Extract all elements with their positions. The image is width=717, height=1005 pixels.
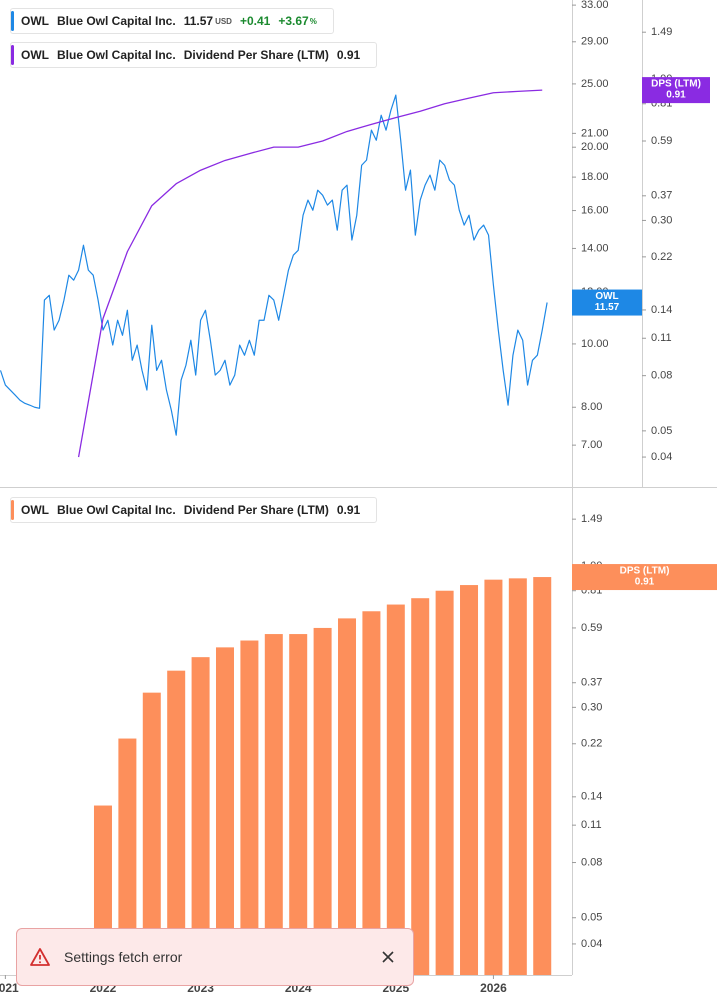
bar	[142, 692, 161, 975]
legend-company: Blue Owl Capital Inc.	[57, 14, 176, 28]
y-tick-label: 7.00	[581, 439, 602, 451]
legend-ticker: OWL	[21, 503, 49, 517]
y-tick-label: 0.37	[581, 677, 602, 689]
legend-swatch	[11, 11, 14, 31]
y-tick-label: 0.11	[651, 332, 672, 344]
y-tick-label: 0.08	[651, 370, 672, 382]
y-tick-label: 33.00	[581, 0, 609, 11]
y-tick-label: 1.49	[581, 513, 602, 525]
y-tick-label: 0.59	[581, 622, 602, 634]
legend-swatch	[11, 45, 14, 65]
bar	[289, 634, 308, 975]
value-badge	[572, 289, 642, 316]
y-tick-label: 0.30	[651, 214, 672, 226]
bar	[362, 611, 381, 975]
bottom-plot	[93, 577, 552, 975]
legend-company: Blue Owl Capital Inc.	[57, 503, 176, 517]
line	[77, 89, 543, 458]
legend-pct-sign: %	[309, 16, 317, 26]
bar	[118, 738, 137, 975]
badge-value: 0.91	[666, 90, 686, 101]
y-tick-label: 0.08	[581, 856, 602, 868]
legend-change: +0.41	[239, 14, 271, 28]
legend-series: Dividend Per Share (LTM)	[183, 48, 329, 62]
badge-value: 0.91	[635, 577, 655, 588]
warning-icon	[30, 948, 50, 966]
y-tick-label: 25.00	[581, 78, 609, 90]
y-tick-label: 0.59	[651, 135, 672, 147]
badge-label: OWL	[595, 291, 618, 302]
y-tick-label: 0.14	[651, 304, 672, 316]
y-tick-label: 0.11	[581, 819, 602, 831]
y-tick-label: 0.22	[651, 251, 672, 263]
x-tick-label: 2026	[480, 981, 507, 995]
y-tick-label: 0.22	[581, 738, 602, 750]
legend-company: Blue Owl Capital Inc.	[57, 48, 176, 62]
legend-last: 0.91	[336, 503, 361, 517]
bar	[191, 657, 210, 975]
toast-message: Settings fetch error	[64, 949, 183, 965]
bar	[264, 634, 283, 975]
bar	[435, 590, 454, 975]
y-tick-label: 18.00	[581, 171, 609, 183]
bar	[215, 647, 234, 975]
legend-dps-line: OWL Blue Owl Capital Inc. Dividend Per S…	[10, 42, 378, 68]
legend-ticker: OWL	[21, 14, 49, 28]
y-tick-label: 0.14	[581, 791, 602, 803]
legend-change-pct: +3.67	[278, 14, 309, 28]
y-tick-label: 10.00	[581, 338, 609, 350]
y-tick-label: 14.00	[581, 242, 609, 254]
bar	[167, 670, 186, 975]
error-toast: Settings fetch error	[16, 928, 414, 986]
top-plot	[0, 89, 548, 458]
bar	[484, 579, 503, 975]
bar	[533, 577, 552, 975]
legend-ticker: OWL	[21, 48, 49, 62]
y-tick-label: 0.30	[581, 701, 602, 713]
y-tick-label: 29.00	[581, 36, 609, 48]
legend-series: Dividend Per Share (LTM)	[183, 503, 329, 517]
line	[0, 94, 548, 436]
y-tick-label: 1.49	[651, 26, 672, 38]
badge-label: DPS (LTM)	[651, 79, 701, 90]
legend-currency: USD	[215, 16, 232, 26]
bar	[460, 585, 479, 975]
y-tick-label: 0.04	[651, 451, 672, 463]
bar	[313, 627, 332, 975]
badge-value: 11.57	[595, 302, 620, 313]
y-tick-label: 0.04	[581, 938, 602, 950]
bar	[386, 604, 405, 975]
y-tick-label: 8.00	[581, 401, 602, 413]
legend-dps-bar: OWL Blue Owl Capital Inc. Dividend Per S…	[10, 497, 378, 523]
y-tick-label: 0.05	[581, 912, 602, 924]
close-button[interactable]	[381, 950, 395, 964]
bar	[338, 618, 357, 975]
badge-label: DPS (LTM)	[620, 566, 670, 577]
bar	[508, 578, 527, 975]
legend-price: 11.57	[183, 14, 214, 28]
legend-price: OWL Blue Owl Capital Inc. 11.57 USD +0.4…	[10, 8, 334, 34]
y-tick-label: 0.37	[651, 190, 672, 202]
y-tick-label: 20.00	[581, 141, 609, 153]
y-tick-label: 0.05	[651, 425, 672, 437]
bar	[240, 640, 259, 975]
value-badge	[572, 564, 717, 591]
y-tick-label: 21.00	[581, 127, 609, 139]
y-tick-label: 16.00	[581, 204, 609, 216]
x-tick-label: 2021	[0, 981, 19, 995]
bar	[411, 598, 430, 975]
value-badge	[642, 77, 710, 104]
legend-swatch	[11, 500, 14, 520]
legend-last: 0.91	[336, 48, 361, 62]
